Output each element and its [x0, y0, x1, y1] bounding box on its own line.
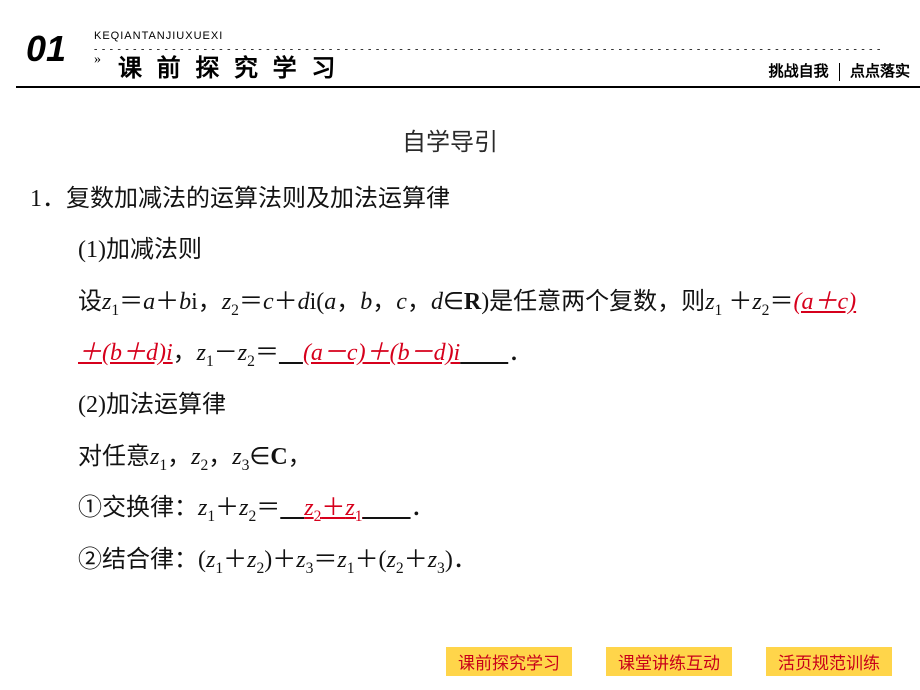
line-6: 对任意z1，z2，z3∈C，: [30, 432, 870, 484]
line-3-4: 设z1＝a＋bi，z2＝c＋di(a，b，c，d∈R)是任意两个复数，则z1 ＋…: [30, 277, 870, 380]
line-5: (2)加法运算律: [30, 380, 870, 432]
main-content: 自学导引 1．复数加减法的运算法则及加法运算律 (1)加减法则 设z1＝a＋bi…: [0, 88, 920, 586]
nav-button-class[interactable]: 课堂讲练互动: [606, 647, 732, 676]
line-7: ①交换律：z1＋z2＝ z2＋z1 ．: [30, 483, 870, 535]
footer-nav: 课前探究学习 课堂讲练互动 活页规范训练: [446, 647, 892, 676]
line-1: 1．复数加减法的运算法则及加法运算律: [30, 174, 870, 226]
line-2: (1)加减法则: [30, 225, 870, 277]
page-header: 01 KEQIANTANJIUXUEXI - - - - - - - - - -…: [16, 0, 920, 88]
header-pinyin: KEQIANTANJIUXUEXI: [94, 30, 223, 42]
chevron-icon: »: [94, 52, 101, 68]
nav-button-practice[interactable]: 活页规范训练: [766, 647, 892, 676]
answer-3: z2＋z1: [304, 495, 362, 521]
answer-2: (a－c)＋(b－d)i: [303, 340, 460, 366]
header-title: 课 前 探 究 学 习: [118, 48, 339, 83]
nav-button-preview[interactable]: 课前探究学习: [446, 647, 572, 676]
line-8: ②结合律：(z1＋z2)＋z3＝z1＋(z2＋z3)．: [30, 535, 870, 587]
section-number: 01: [26, 28, 66, 70]
sub-title: 自学导引: [30, 118, 870, 170]
header-right-left: 挑战自我: [769, 63, 829, 80]
header-right-right: 点点落实: [850, 63, 910, 80]
separator: [839, 63, 840, 81]
header-right: 挑战自我 点点落实: [769, 60, 910, 81]
